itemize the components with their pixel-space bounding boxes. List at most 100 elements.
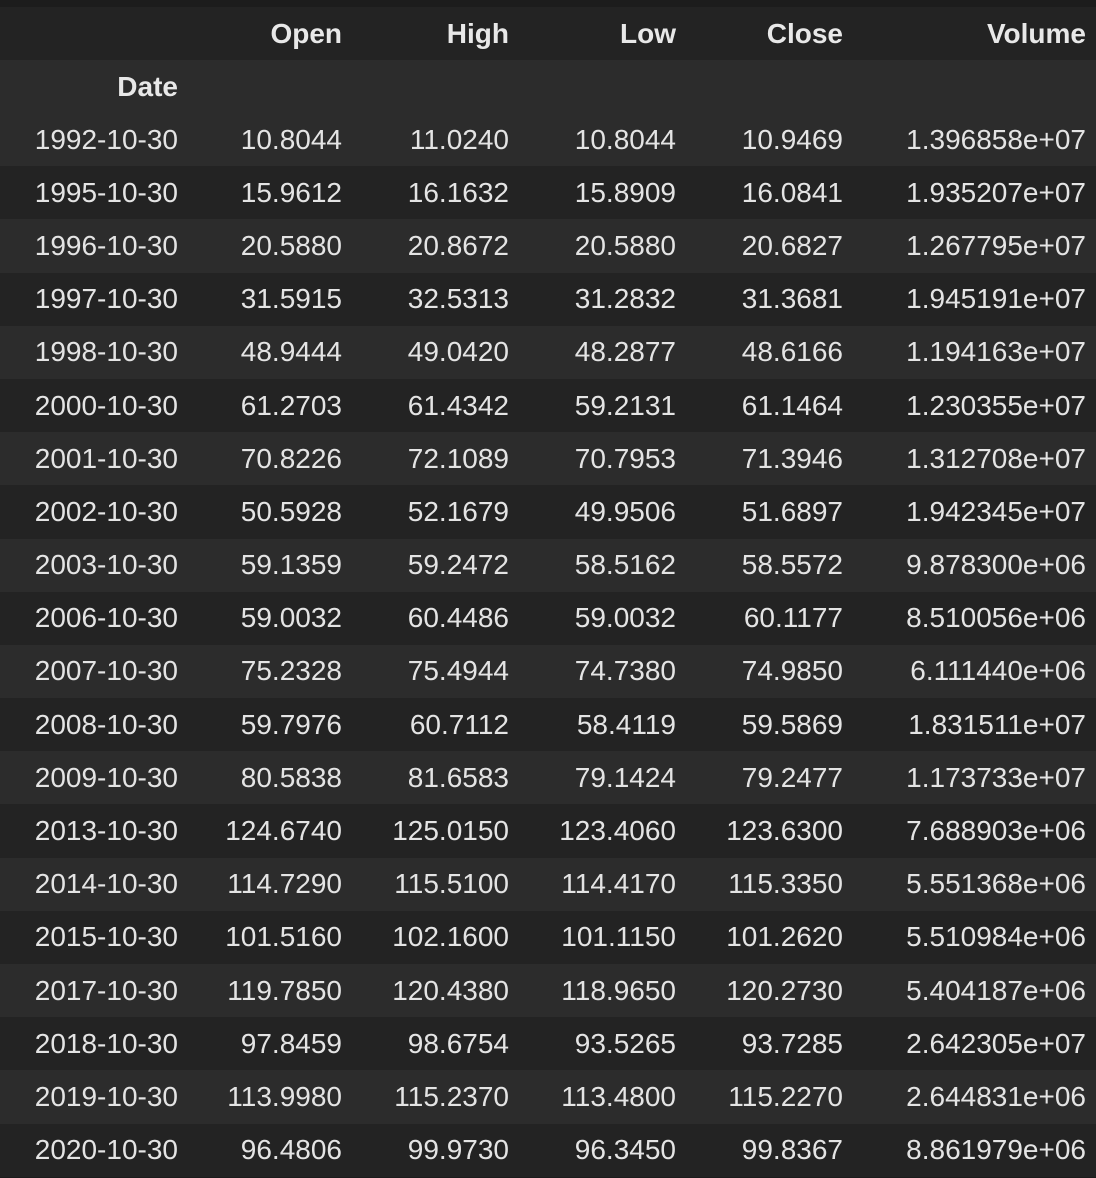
- cell-high: 75.4944: [407, 655, 509, 687]
- cell-close: 61.1464: [741, 389, 843, 421]
- cell-volume: 7.688903e+06: [906, 815, 1086, 847]
- cell-open: 114.7290: [227, 868, 342, 900]
- table-row: 1995-10-30 15.9612 16.1632 15.8909 16.0841 1.…: [0, 166, 1096, 220]
- index-header-blank: [352, 60, 519, 113]
- cell-low: 31.2832: [574, 283, 676, 315]
- cell-low: 70.7953: [574, 442, 676, 474]
- row-index-date: 2017-10-30: [34, 974, 178, 1006]
- cell-high: 115.5100: [394, 868, 509, 900]
- cell-open: 119.7850: [227, 974, 342, 1006]
- cell-high: 32.5313: [407, 283, 509, 315]
- cell-volume: 8.861979e+06: [906, 1134, 1086, 1166]
- table-row: 2001-10-30 70.8226 72.1089 70.7953 71.3946 1.…: [0, 432, 1096, 486]
- cell-low: 49.9506: [574, 495, 676, 527]
- cell-volume: 1.935207e+07: [906, 176, 1086, 208]
- row-index-date: 2001-10-30: [34, 442, 178, 474]
- cell-close: 10.9469: [741, 123, 843, 155]
- cell-high: 115.2370: [394, 1080, 509, 1112]
- cell-high: 52.1679: [407, 495, 509, 527]
- row-index-date: 2019-10-30: [34, 1080, 178, 1112]
- index-header-blank: [519, 60, 686, 113]
- row-index-date: 2006-10-30: [34, 602, 178, 634]
- cell-high: 81.6583: [407, 761, 509, 793]
- cell-low: 96.3450: [574, 1134, 676, 1166]
- cell-open: 50.5928: [240, 495, 342, 527]
- row-index-date: 1996-10-30: [34, 229, 178, 261]
- cell-open: 59.0032: [240, 602, 342, 634]
- row-index-date: 2015-10-30: [34, 921, 178, 953]
- table-row: 1996-10-30 20.5880 20.8672 20.5880 20.6827 1.…: [0, 219, 1096, 273]
- table-row: 2000-10-30 61.2703 61.4342 59.2131 61.1464 1.…: [0, 378, 1096, 433]
- cell-high: 11.0240: [409, 123, 509, 155]
- dataframe-table: Open High Low Close Volume Date 1992-10-…: [0, 7, 1096, 1177]
- header-corner: [0, 7, 188, 60]
- cell-close: 59.5869: [741, 708, 843, 740]
- cell-high: 72.1089: [407, 442, 509, 474]
- row-index-date: 2000-10-30: [34, 389, 178, 421]
- cell-low: 10.8044: [574, 123, 676, 155]
- cell-close: 123.6300: [726, 815, 843, 847]
- cell-high: 61.4342: [407, 389, 509, 421]
- cell-open: 48.9444: [240, 336, 342, 368]
- table-row: 2018-10-30 97.8459 98.6754 93.5265 93.7285 2.…: [0, 1017, 1096, 1071]
- cell-low: 101.1150: [561, 921, 676, 953]
- cell-volume: 1.945191e+07: [906, 283, 1086, 315]
- cell-close: 115.2270: [728, 1080, 843, 1112]
- cell-close: 60.1177: [743, 602, 843, 634]
- table-body: 1992-10-30 10.8044 11.0240 10.8044 10.9469 1.…: [0, 113, 1096, 1177]
- cell-volume: 5.551368e+06: [906, 868, 1086, 900]
- column-header-low: Low: [620, 17, 676, 49]
- cell-volume: 2.642305e+07: [906, 1027, 1086, 1059]
- cell-open: 124.6740: [225, 815, 342, 847]
- row-index-date: 2018-10-30: [34, 1027, 178, 1059]
- column-header-close: Close: [766, 17, 843, 49]
- cell-open: 59.1359: [240, 549, 342, 581]
- cell-close: 51.6897: [741, 495, 843, 527]
- cell-low: 59.2131: [574, 389, 676, 421]
- cell-close: 20.6827: [741, 229, 843, 261]
- cell-open: 59.7976: [240, 708, 342, 740]
- column-header-volume: Volume: [986, 17, 1086, 49]
- cell-close: 48.6166: [741, 336, 843, 368]
- row-index-date: 1992-10-30: [34, 123, 178, 155]
- index-header-blank: [686, 60, 853, 113]
- cell-close: 120.2730: [726, 974, 843, 1006]
- cell-open: 10.8044: [240, 123, 342, 155]
- cell-high: 98.6754: [407, 1027, 509, 1059]
- row-index-date: 1998-10-30: [34, 336, 178, 368]
- cell-high: 120.4380: [392, 974, 509, 1006]
- table-header: Open High Low Close Volume Date: [0, 7, 1096, 113]
- table-row: 1992-10-30 10.8044 11.0240 10.8044 10.9469 1.…: [0, 113, 1096, 167]
- cell-volume: 9.878300e+06: [906, 549, 1086, 581]
- cell-open: 80.5838: [240, 761, 342, 793]
- cell-open: 31.5915: [240, 283, 342, 315]
- table-row: 2019-10-30 113.9980 115.2370 113.4800 115.22…: [0, 1070, 1096, 1124]
- cell-high: 16.1632: [407, 176, 509, 208]
- table-row: 2015-10-30 101.5160 102.1600 101.1150 101.26…: [0, 910, 1096, 964]
- cell-volume: 1.230355e+07: [906, 389, 1086, 421]
- index-header-date: Date: [117, 70, 178, 102]
- cell-volume: 5.404187e+06: [906, 974, 1086, 1006]
- index-header-blank: [853, 60, 1096, 113]
- cell-volume: 1.942345e+07: [906, 495, 1086, 527]
- cell-open: 96.4806: [240, 1134, 342, 1166]
- cell-low: 118.9650: [561, 974, 676, 1006]
- table-row: 1998-10-30 48.9444 49.0420 48.2877 48.6166 1.…: [0, 325, 1096, 379]
- table-row: 2014-10-30 114.7290 115.5100 114.4170 115.33…: [0, 857, 1096, 911]
- cell-volume: 2.644831e+06: [906, 1080, 1086, 1112]
- cell-low: 58.4119: [576, 708, 676, 740]
- cell-high: 60.7112: [409, 708, 509, 740]
- cell-close: 16.0841: [741, 176, 843, 208]
- row-index-date: 1997-10-30: [34, 283, 178, 315]
- table-row: 2020-10-30 96.4806 99.9730 96.3450 99.8367 8.…: [0, 1123, 1096, 1177]
- cell-open: 15.9612: [240, 176, 342, 208]
- cell-volume: 1.194163e+07: [906, 336, 1086, 368]
- cell-high: 49.0420: [407, 336, 509, 368]
- cell-low: 74.7380: [574, 655, 676, 687]
- cell-low: 20.5880: [574, 229, 676, 261]
- cell-volume: 5.510984e+06: [906, 921, 1086, 953]
- cell-close: 99.8367: [741, 1134, 843, 1166]
- row-index-date: 2020-10-30: [34, 1134, 178, 1166]
- cell-volume: 1.173733e+07: [906, 761, 1086, 793]
- cell-high: 125.0150: [392, 815, 509, 847]
